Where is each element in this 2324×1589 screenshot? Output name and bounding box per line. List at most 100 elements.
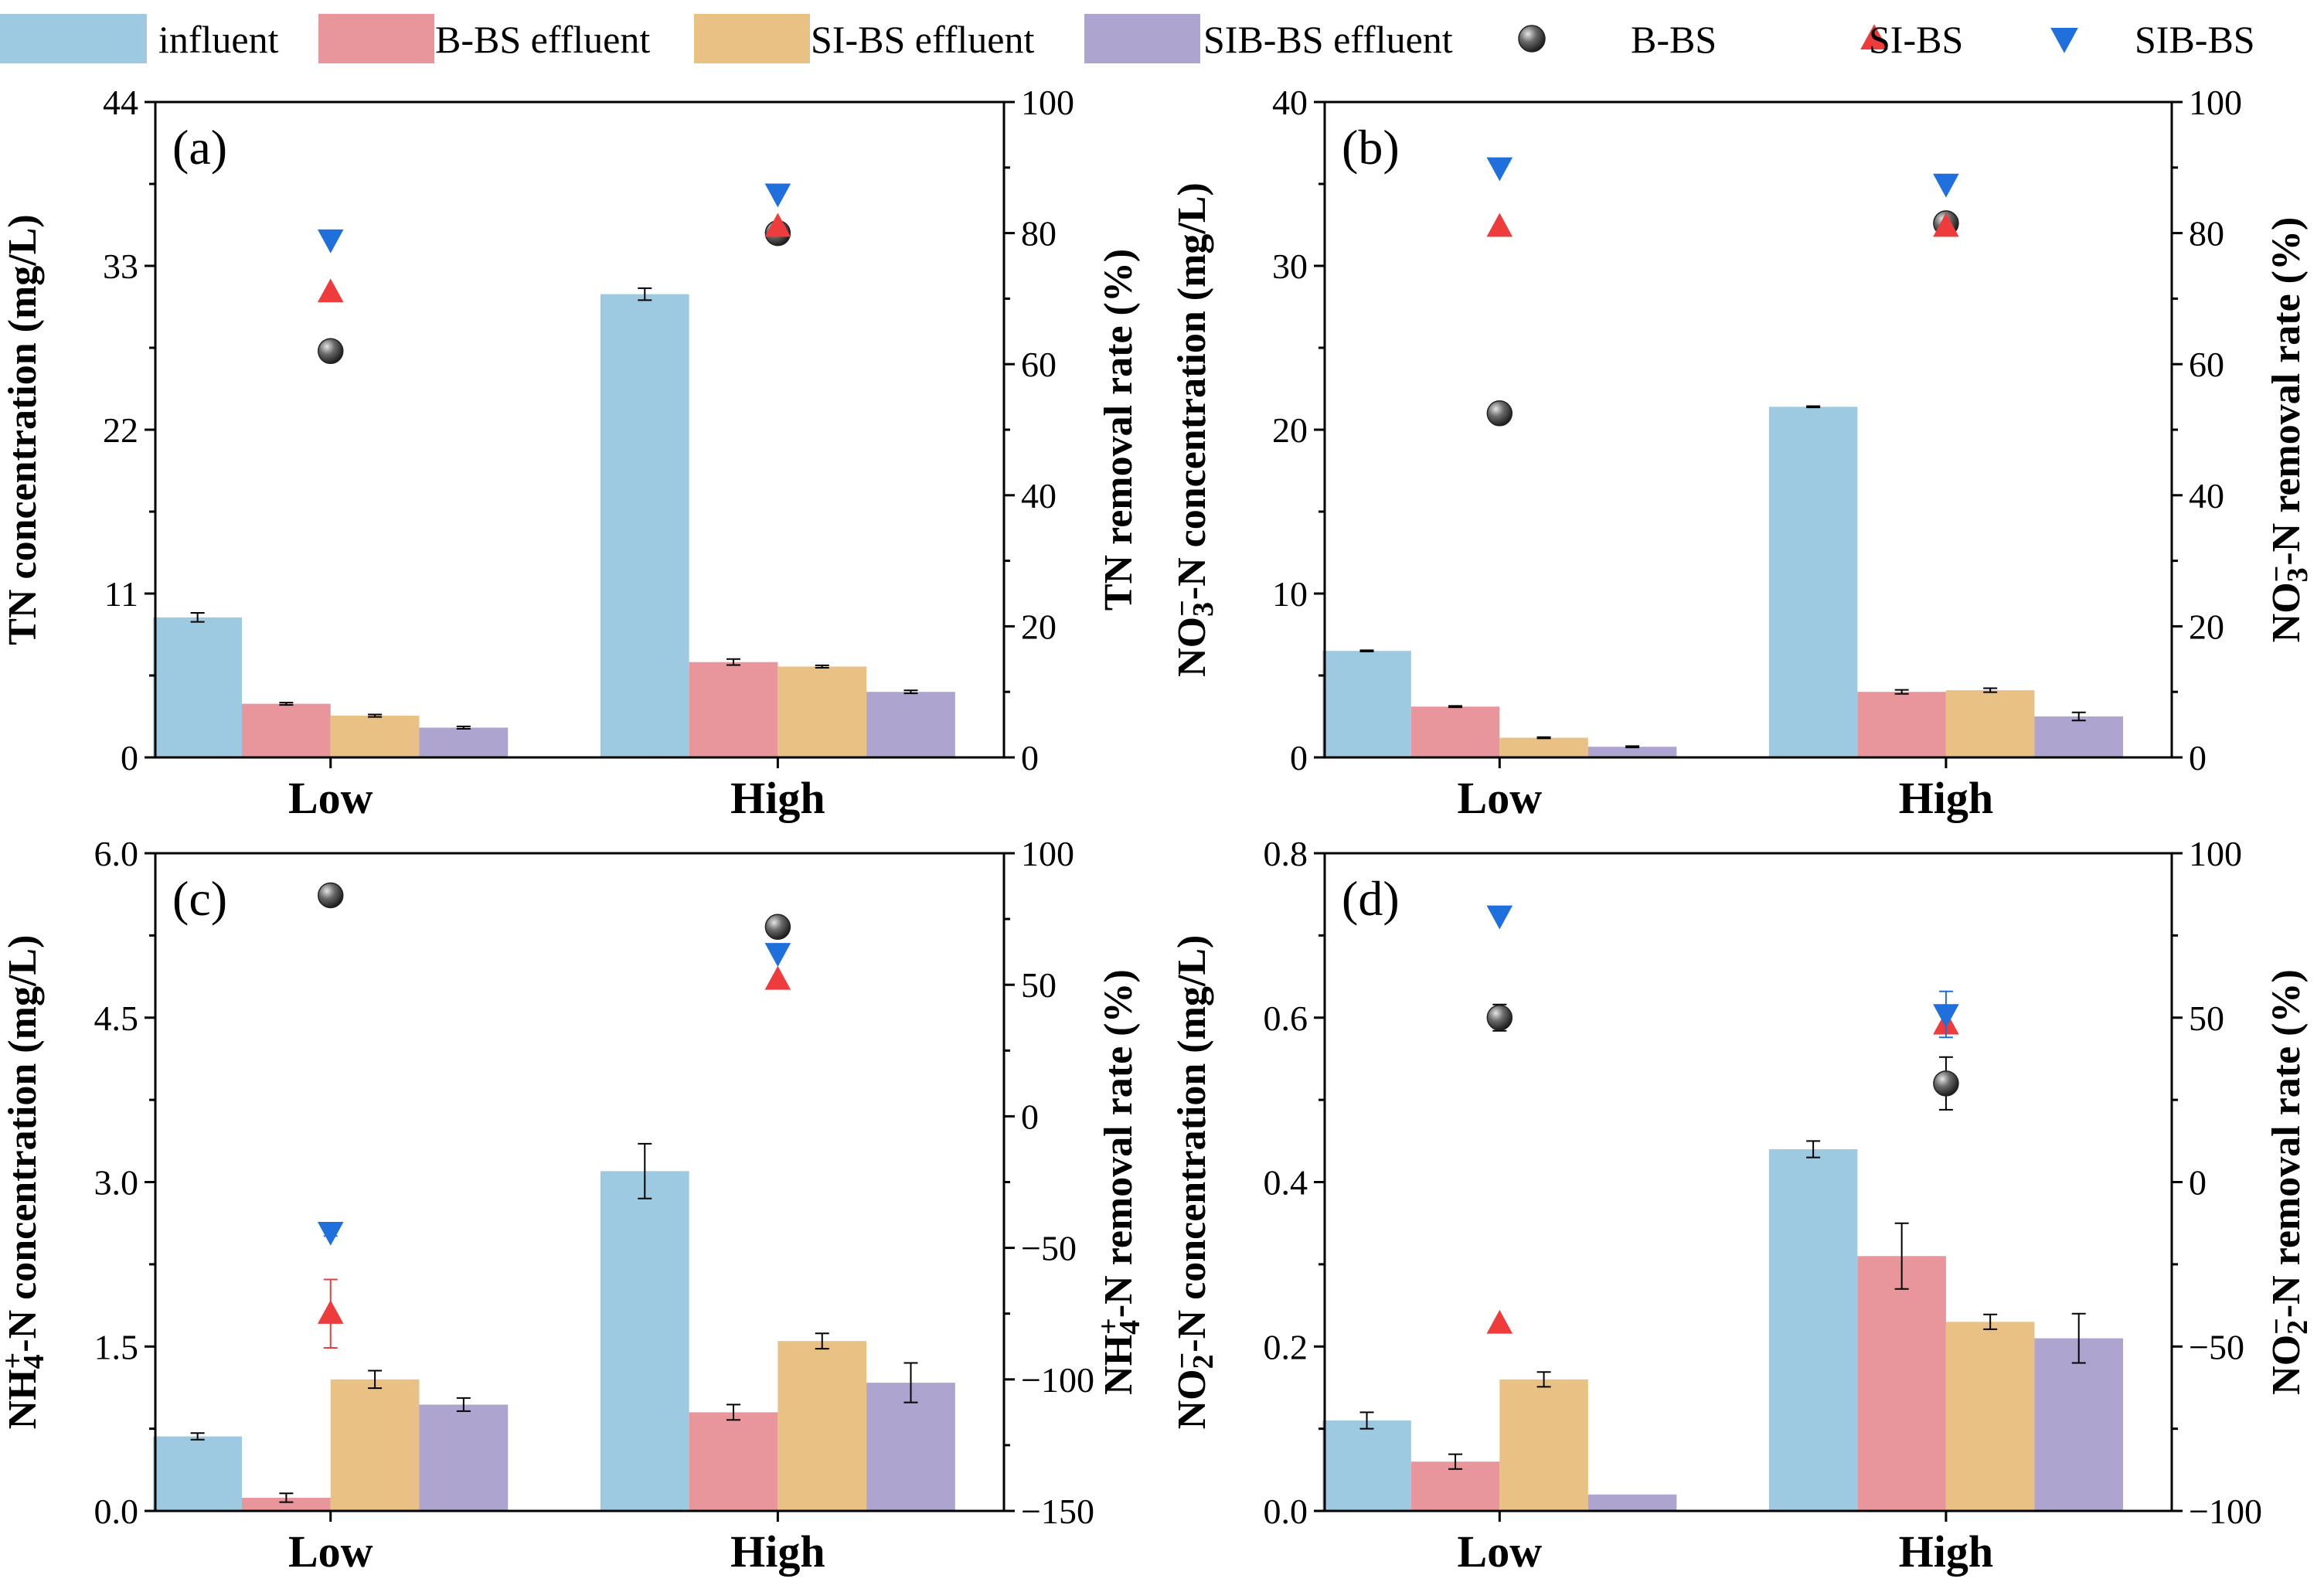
legend-item-si-bs-effluent: SI-BS effluent: [694, 14, 1034, 63]
y-tick-label: 22: [103, 410, 138, 450]
errorbar-si-bs-effluent-high: [815, 1332, 829, 1350]
y2-tick-label: 0: [1021, 1097, 1039, 1136]
bar-b-bs-effluent-high: [689, 662, 778, 757]
bar-b-bs-effluent-high: [1857, 1256, 1946, 1511]
legend-label-sib-bs-effluent: SIB-BS effluent: [1203, 18, 1453, 61]
bar-b-bs-effluent-low: [241, 1497, 331, 1511]
y2-tick-label: 100: [2189, 83, 2242, 122]
y-tick-label: 6.0: [94, 834, 139, 873]
removal-point-sib-bs-low: [1486, 157, 1513, 182]
removal-point-si-bs-high: [764, 965, 791, 990]
errorbar-b-bs-effluent-high: [1894, 1222, 1909, 1290]
y-tick-label: 0.6: [1264, 999, 1308, 1038]
bar-b-bs-effluent-low: [1410, 1461, 1500, 1511]
errorbar-sib-bs-effluent-high: [2071, 1312, 2086, 1364]
removal-point-si-bs-low: [1486, 213, 1513, 237]
errorbar-sib-bs-effluent-low: [456, 1397, 471, 1412]
legend-item-sib-bs-effluent: SIB-BS effluent: [1084, 14, 1453, 63]
legend-label-sib-bs: SIB-BS: [2135, 18, 2255, 61]
bar-influent-low: [1322, 651, 1411, 757]
y2-tick-label: 0: [2189, 738, 2207, 777]
y-axis-label: NO3−-N concentration (mg/L): [1166, 182, 1220, 677]
removal-point-sib-bs-low: [317, 229, 344, 253]
errorbar-sib-bs-effluent-high: [903, 1362, 918, 1404]
bar-si-bs-effluent-high: [778, 666, 867, 757]
errorbar-si-bs-effluent-high: [1983, 1313, 1998, 1330]
bar-influent-low: [153, 1436, 242, 1511]
y-tick-label: 30: [1272, 247, 1308, 286]
errorbar-b-bs-effluent-high: [726, 658, 741, 666]
removal-point-si-bs-high: [764, 213, 791, 237]
y-tick-label: 20: [1272, 410, 1308, 450]
y2-tick-label: 40: [2189, 476, 2224, 515]
bar-sib-bs-effluent-low: [1587, 747, 1677, 757]
removal-point-b-bs-low: [1486, 1005, 1513, 1031]
y2-tick-label: 100: [1021, 83, 1074, 122]
bar-sib-bs-effluent-high: [866, 1383, 955, 1511]
y-axis-label: NH4+-N concentration (mg/L): [0, 935, 50, 1430]
errorbar-influent-low: [1359, 649, 1374, 653]
y-axis-label: TN concentration (mg/L): [1, 214, 45, 645]
y-tick-label: 0: [121, 738, 138, 777]
legend-label-b-bs: B-BS: [1631, 18, 1717, 61]
bar-sib-bs-effluent-low: [1587, 1494, 1677, 1511]
panel-a: 0 11 22 33 44 0 20 40 60 80 100 Low High (a) TN concen…: [1, 83, 1141, 823]
bar-influent-low: [1322, 1420, 1411, 1511]
removal-point-b-bs-high: [1933, 1070, 1959, 1097]
legend-label-si-bs: SI-BS: [1869, 18, 1963, 61]
errorbar-b-bs-effluent-high: [726, 1404, 741, 1421]
panel-letter: (d): [1342, 871, 1400, 926]
y-tick-label: 11: [104, 574, 138, 614]
y2-axis-label: TN removal rate (%): [1097, 249, 1141, 611]
y-tick-label: 0.0: [1264, 1492, 1308, 1531]
y-tick-label: 10: [1272, 574, 1308, 614]
bar-b-bs-effluent-high: [1857, 692, 1946, 757]
legend-label-influent: influent: [158, 18, 279, 61]
legend-swatch-influent: [0, 14, 147, 63]
y2-tick-label: 0: [1021, 738, 1039, 777]
bar-influent-high: [1768, 1148, 1858, 1511]
y2-tick-label: 80: [1021, 214, 1057, 253]
errorbar-influent-low: [190, 612, 205, 623]
panel-b: 0 10 20 30 40 0 20 40 60 80 100 Low High (b) NO3−-N co…: [1166, 83, 2314, 823]
y2-tick-label: −50: [2189, 1327, 2244, 1366]
y2-axis-label: NO2−-N removal rate (%): [2261, 969, 2314, 1395]
bar-sib-bs-effluent-high: [2034, 1338, 2123, 1511]
legend-marker-sib-bs: [2050, 27, 2078, 53]
bar-si-bs-effluent-high: [778, 1341, 867, 1511]
removal-point-si-bs-low: [1486, 1309, 1513, 1334]
y2-tick-label: 20: [1021, 607, 1057, 646]
bar-sib-bs-effluent-high: [2034, 716, 2123, 757]
errorbar-si-bs-effluent-low: [1536, 1371, 1551, 1388]
y-tick-label: 33: [103, 247, 138, 286]
y2-tick-label: 60: [1021, 345, 1057, 384]
category-label-high: High: [730, 1526, 825, 1577]
legend-item-b-bs-effluent: B-BS effluent: [318, 14, 650, 63]
removal-point-sib-bs-low: [1486, 905, 1513, 930]
category-label-high: High: [1899, 773, 1994, 823]
y2-tick-label: 50: [2189, 999, 2224, 1038]
legend-swatch-si-bs-effluent: [694, 14, 810, 63]
bar-b-bs-effluent-low: [241, 703, 331, 757]
y-tick-label: 0.0: [94, 1492, 139, 1531]
y2-axis-label: NO3−-N removal rate (%): [2261, 217, 2314, 643]
errorbar-sib-bs-effluent-high: [903, 689, 918, 695]
y-tick-label: 0.4: [1264, 1163, 1308, 1203]
removal-point-sib-bs-high: [764, 943, 791, 967]
y2-tick-label: 50: [1021, 965, 1057, 1005]
removal-point-si-bs-low: [317, 278, 344, 303]
removal-point-sib-bs-high: [1933, 1004, 1959, 1029]
y-tick-label: 40: [1272, 83, 1308, 122]
errorbar-si-bs-effluent-low: [368, 1370, 383, 1390]
y2-tick-label: 80: [2189, 214, 2224, 253]
bar-b-bs-effluent-low: [1410, 706, 1500, 757]
legend-item-b-bs: B-BS: [1518, 18, 1717, 61]
bar-si-bs-effluent-low: [330, 1379, 420, 1511]
y-tick-label: 0: [1290, 738, 1308, 777]
bar-sib-bs-effluent-low: [419, 727, 509, 757]
bar-influent-low: [153, 617, 242, 757]
y-tick-label: 0.8: [1264, 834, 1308, 873]
removal-point-b-bs-low: [317, 882, 344, 909]
y2-tick-label: 0: [2189, 1163, 2207, 1203]
